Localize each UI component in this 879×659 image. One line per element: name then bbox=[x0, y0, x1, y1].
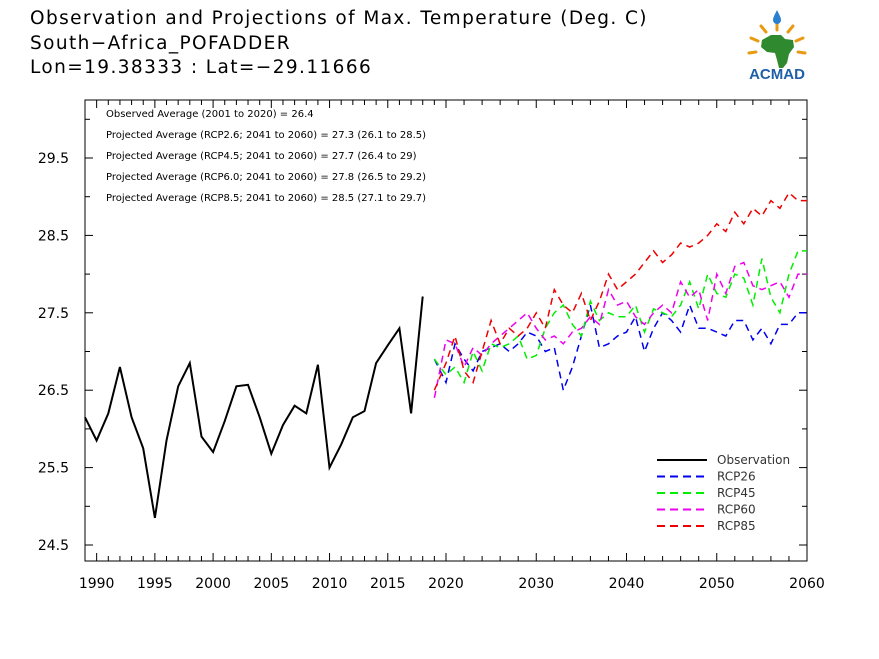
y-tick-label: 29.5 bbox=[38, 151, 69, 167]
series-line-observation bbox=[84, 296, 424, 519]
x-tick-label: 2030 bbox=[518, 576, 554, 592]
station-name: South−Africa_POFADDER bbox=[30, 33, 292, 54]
x-tick-label: 2050 bbox=[699, 576, 735, 592]
acmad-logo: ACMAD bbox=[747, 10, 807, 83]
annotations: Observed Average (2001 to 2020) = 26.4 Pr… bbox=[106, 109, 426, 204]
legend-label-rcp85: RCP85 bbox=[717, 519, 756, 533]
x-tick-label: 2060 bbox=[789, 576, 825, 592]
x-tick-label: 1990 bbox=[79, 576, 115, 592]
series-line-rcp45 bbox=[433, 250, 807, 385]
x-tick-label: 2015 bbox=[370, 576, 406, 592]
x-tick-label: 2010 bbox=[312, 576, 348, 592]
legend-label-rcp26: RCP26 bbox=[717, 470, 756, 484]
plot-frame bbox=[84, 99, 808, 562]
station-coordinates: Lon=19.38333 : Lat=−29.11666 bbox=[30, 57, 373, 78]
annotation-text: Observed Average (2001 to 2020) = 26.4 bbox=[106, 109, 314, 120]
axis-ticks bbox=[85, 100, 808, 561]
annotation-text: Projected Average (RCP4.5; 2041 to 2060)… bbox=[106, 151, 417, 162]
y-tick-label: 27.5 bbox=[38, 306, 69, 322]
legend-label-rcp60: RCP60 bbox=[717, 503, 756, 517]
x-tick-label: 2040 bbox=[609, 576, 645, 592]
y-tick-label: 25.5 bbox=[38, 461, 69, 477]
y-tick-label: 26.5 bbox=[38, 383, 69, 399]
x-tick-labels: 1990 1995 2000 2005 2010 2015 2020 2030 2040 2050… bbox=[79, 576, 825, 592]
series-line-rcp85 bbox=[433, 191, 807, 391]
annotation-text: Projected Average (RCP8.5; 2041 to 2060)… bbox=[106, 193, 426, 204]
series-line-rcp26 bbox=[433, 302, 807, 393]
series-lines bbox=[84, 191, 807, 519]
x-tick-label: 2000 bbox=[195, 576, 231, 592]
y-tick-label: 28.5 bbox=[38, 228, 69, 244]
legend-label-rcp45: RCP45 bbox=[717, 486, 756, 500]
legend-label-observation: Observation bbox=[717, 453, 790, 467]
chart-title: Observation and Projections of Max. Temp… bbox=[30, 8, 648, 29]
y-tick-label: 24.5 bbox=[38, 538, 69, 554]
x-tick-label: 2020 bbox=[428, 576, 464, 592]
annotation-text: Projected Average (RCP6.0; 2041 to 2060)… bbox=[106, 172, 426, 183]
series-line-rcp60 bbox=[433, 261, 807, 399]
annotation-text: Projected Average (RCP2.6; 2041 to 2060)… bbox=[106, 130, 426, 141]
acmad-africa-logo-icon: ACMAD bbox=[747, 10, 807, 83]
acmad-logo-text: ACMAD bbox=[749, 66, 805, 83]
y-tick-labels: 24.5 25.5 26.5 27.5 28.5 29.5 bbox=[38, 151, 69, 554]
legend: Observation RCP26 RCP45 RCP60 RCP85 bbox=[657, 453, 790, 533]
x-tick-label: 2005 bbox=[254, 576, 290, 592]
x-tick-label: 1995 bbox=[137, 576, 173, 592]
